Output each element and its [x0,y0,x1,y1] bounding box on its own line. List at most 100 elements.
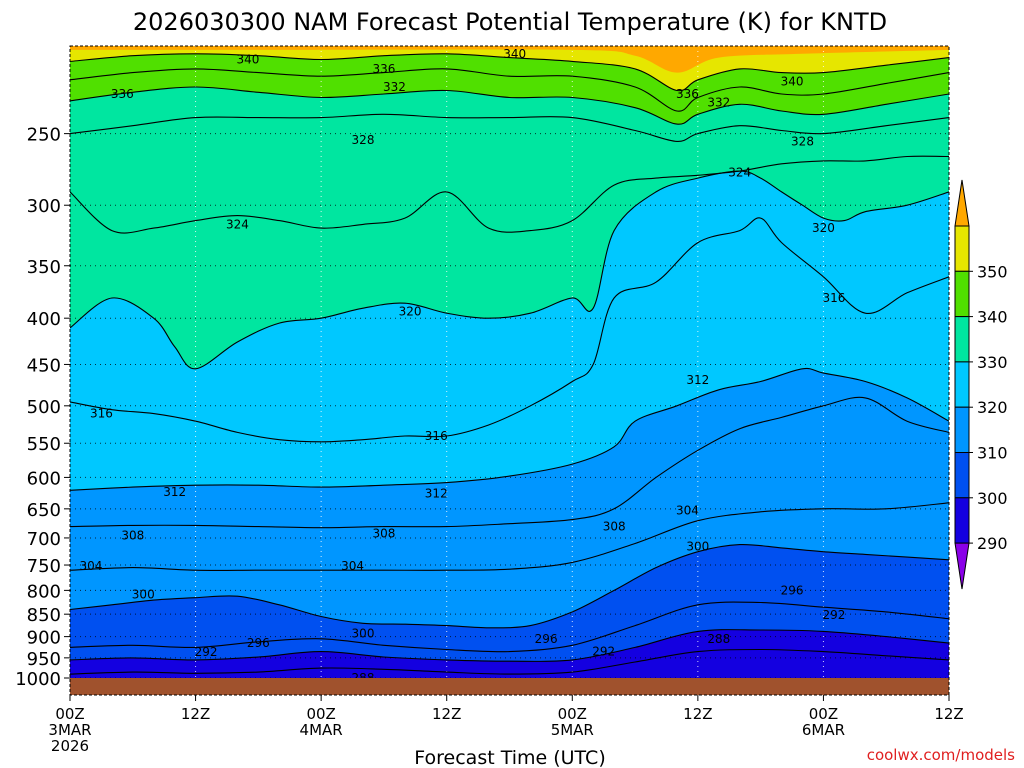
isentropes [70,53,949,675]
y-tick-label: 550 [27,434,61,455]
contour-label: 296 [535,632,558,646]
contour-label: 300 [132,587,155,601]
contour-label: 320 [399,304,422,318]
y-tick-label: 700 [27,529,61,550]
isentrope-336 [70,68,949,112]
contour-label: 296 [247,636,270,650]
colorbar-swatch [954,225,970,272]
contour-label: 308 [121,529,144,543]
y-tick-label: 500 [27,397,61,418]
colorbar-arrow-bottom [954,542,970,590]
x-tick-label: 3MAR [48,721,91,739]
x-axis-label: Forecast Time (UTC) [414,747,605,768]
x-tick-label: 6MAR [802,721,845,739]
contour-label: 320 [812,221,835,235]
y-tick-label: 400 [27,309,61,330]
contour-label: 304 [79,559,102,573]
contour-label: 308 [372,526,395,540]
colorbar-swatch [954,270,970,318]
contour-label: 340 [236,53,259,67]
contour-label: 336 [372,62,395,76]
x-tick-label: 12Z [181,705,210,723]
y-tick-label: 950 [27,649,61,670]
x-tick-label: 00Z [55,705,84,723]
y-tick-label: 1000 [15,669,61,690]
y-tick-label: 600 [27,468,61,489]
contour-label: 292 [195,645,218,659]
contour-label: 292 [592,645,615,659]
ground-strip [70,678,949,695]
theta-band-cap [70,46,949,73]
x-tick-label: 00Z [809,705,838,723]
gridlines [70,46,949,679]
contour-label: 304 [341,559,364,573]
theta-bands [70,46,949,675]
contour-label: 304 [676,504,699,518]
isentrope-332 [70,86,949,125]
colorbar: 290 300 310 320 330 340 350 [954,179,1008,590]
x-tick-label: 2026 [51,737,89,755]
colorbar-swatch [954,452,970,499]
contour-label: 340 [781,75,804,89]
contour-label: 308 [603,520,626,534]
contour-label: 300 [352,627,375,641]
contour-label: 336 [111,87,134,101]
contour-label: 316 [822,291,845,305]
contour-label: 316 [90,407,113,421]
y-tick-label: 850 [27,605,61,626]
isentrope-288 [70,648,949,675]
x-tick-label: 4MAR [300,721,343,739]
contour-label: 312 [425,486,448,500]
colorbar-label: 330 [977,353,1008,372]
colorbar-label: 340 [977,308,1008,327]
colorbar-label: 310 [977,444,1008,463]
y-tick-label: 650 [27,500,61,521]
x-tick-label: 5MAR [551,721,594,739]
isentrope-324 [70,155,949,234]
contour-label: 324 [226,217,249,231]
isentrope-316 [70,217,949,443]
contour-label: 332 [707,96,730,110]
isentrope-320 [70,170,949,370]
isentrope-296 [70,601,949,653]
contour-labels: 340 336 340 336 332 336 332 340 328 328 324 324 320 3… [79,47,845,685]
contour-label: 336 [676,87,699,101]
y-tick-label: 450 [27,355,61,376]
theta-band-340 [70,46,949,91]
y-tick-label: 350 [27,257,61,278]
isentrope-308 [70,396,949,529]
contour-label: 332 [383,80,406,94]
contour-label: 328 [791,134,814,148]
contour-label: 312 [686,373,709,387]
contour-label: 296 [781,583,804,597]
colorbar-swatch [954,361,970,408]
contour-label: 328 [352,133,375,147]
contour-label: 312 [163,485,186,499]
y-tick-label: 300 [27,196,61,217]
contour-label: 300 [686,539,709,553]
contour-label: 292 [822,608,845,622]
isentrope-304 [70,502,949,571]
chart-title: 2026030300 NAM Forecast Potential Temper… [133,8,887,36]
plot-frame [69,45,950,696]
credit-text: coolwx.com/models [867,746,1015,764]
x-tick-label: 00Z [306,705,335,723]
contour-label: 324 [728,165,751,179]
x-tick-label: 12Z [683,705,712,723]
y-tick-label: 750 [27,556,61,577]
contour-label: 288 [707,632,730,646]
colorbar-label: 350 [977,262,1008,281]
colorbar-arrow-top [954,179,970,227]
x-tick-label: 00Z [558,705,587,723]
colorbar-swatch [954,406,970,454]
y-tick-label: 800 [27,581,61,602]
plot-area: 340 336 340 336 332 336 332 340 328 328 324 324 320 3… [69,45,950,696]
isentrope-292 [70,629,949,662]
isentrope-312 [70,367,949,491]
x-tick-label: 12Z [432,705,461,723]
contour-label: 316 [425,429,448,443]
y-tick-label: 900 [27,628,61,649]
